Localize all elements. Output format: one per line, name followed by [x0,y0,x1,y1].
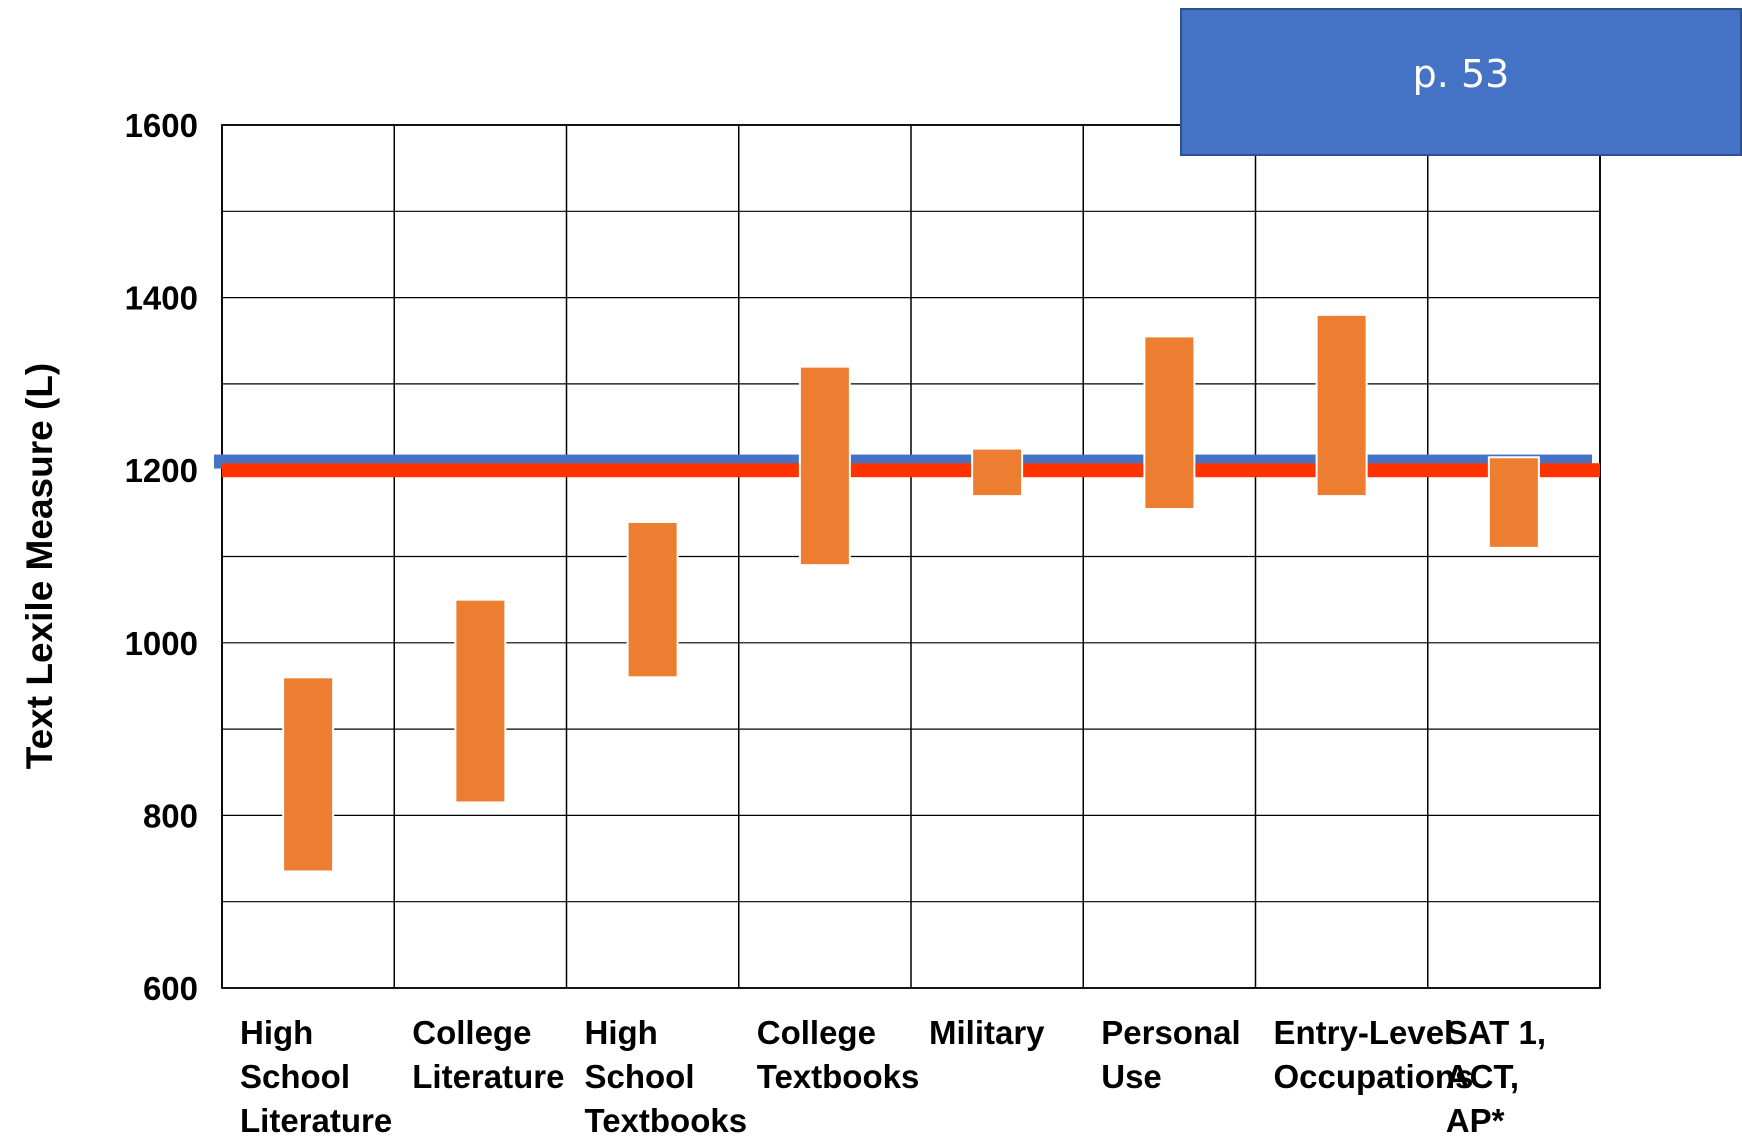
y-tick-label: 1600 [125,107,198,144]
range-bar [626,520,679,679]
category-label-line: ACT, [1446,1058,1519,1095]
category-label-line: SAT 1, [1446,1014,1546,1051]
category-label: Personal Use [1101,1014,1240,1095]
range-bar [282,676,335,873]
category-label-line: Literature [412,1058,564,1095]
range-bars [282,313,1540,873]
category-label-line: Personal [1101,1014,1240,1051]
category-label-line: High [585,1014,658,1051]
category-label: College Literature [412,1014,564,1095]
category-label: High School Textbooks [585,1014,748,1136]
y-tick-labels: 600 800 1000 1200 1400 1600 [125,107,198,1007]
reference-line [222,463,1600,478]
category-label-line: Military [929,1014,1045,1051]
range-bar [971,447,1024,498]
y-tick-label: 1200 [125,452,198,489]
category-label-line: Use [1101,1058,1162,1095]
category-label-line: AP* [1446,1102,1505,1136]
category-label-line: School [240,1058,350,1095]
y-tick-label: 1000 [125,625,198,662]
category-label: College Textbooks [757,1014,920,1095]
category-label-line: College [412,1014,531,1051]
range-bar [798,365,851,567]
category-label-line: Occupations [1274,1058,1474,1095]
category-label-line: Literature [240,1102,392,1136]
category-label-line: Textbooks [757,1058,920,1095]
reference-lines [214,454,1600,478]
range-bar [1487,456,1540,549]
category-label: High School Literature [240,1014,392,1136]
plot-grid [221,124,1601,989]
category-label: Military [929,1014,1045,1051]
range-bar [454,598,507,804]
y-tick-label: 1400 [125,280,198,317]
range-bar [1143,335,1196,511]
y-tick-label: 800 [143,797,198,834]
y-axis-title: Text Lexile Measure (L) [19,362,60,770]
range-bar [1315,313,1368,498]
category-label-line: Entry-Level [1274,1014,1454,1051]
y-tick-label: 600 [143,970,198,1007]
category-label-line: High [240,1014,313,1051]
category-label: SAT 1, ACT, AP* [1446,1014,1546,1136]
category-label: Entry-Level Occupations [1274,1014,1474,1095]
category-label-line: Textbooks [585,1102,748,1136]
category-label-line: School [585,1058,695,1095]
category-label-line: College [757,1014,876,1051]
plot-frame [221,124,1601,989]
page-reference-badge: p. 53 [1180,8,1742,156]
page-reference-text: p. 53 [1412,52,1510,96]
